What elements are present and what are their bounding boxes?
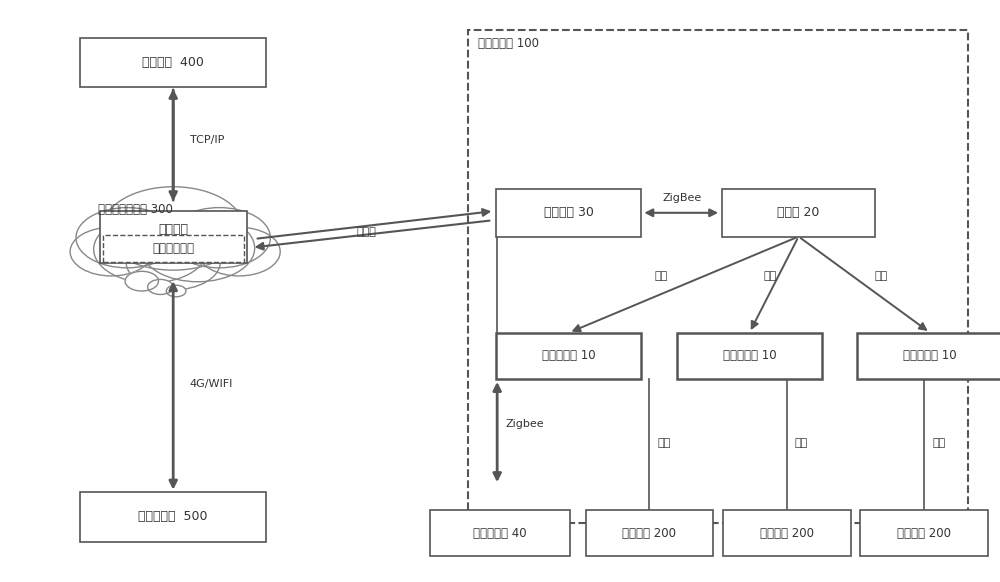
Text: 智能断路器 10: 智能断路器 10 bbox=[903, 349, 957, 363]
Text: 便携式终端  500: 便携式终端 500 bbox=[138, 510, 208, 523]
Circle shape bbox=[141, 215, 255, 282]
FancyBboxPatch shape bbox=[722, 189, 875, 236]
Text: TCP/IP: TCP/IP bbox=[190, 136, 224, 146]
Text: 智能网关 30: 智能网关 30 bbox=[544, 206, 594, 219]
Text: 总线: 总线 bbox=[763, 271, 777, 281]
Text: 供电: 供电 bbox=[932, 438, 945, 448]
Text: 用电负载 200: 用电负载 200 bbox=[622, 527, 676, 540]
Text: 智能断路器 10: 智能断路器 10 bbox=[723, 349, 776, 363]
Text: 供电: 供电 bbox=[657, 438, 670, 448]
Circle shape bbox=[148, 279, 173, 294]
Text: 云服务器: 云服务器 bbox=[158, 222, 188, 236]
FancyBboxPatch shape bbox=[677, 333, 822, 379]
Circle shape bbox=[70, 228, 153, 276]
Circle shape bbox=[103, 187, 244, 270]
FancyBboxPatch shape bbox=[430, 510, 570, 556]
Text: 用电负载 200: 用电负载 200 bbox=[760, 527, 814, 540]
FancyBboxPatch shape bbox=[80, 492, 266, 541]
Text: 主控器 20: 主控器 20 bbox=[777, 206, 820, 219]
FancyBboxPatch shape bbox=[100, 211, 247, 263]
FancyBboxPatch shape bbox=[496, 333, 641, 379]
Text: 用电负载 200: 用电负载 200 bbox=[897, 527, 951, 540]
FancyBboxPatch shape bbox=[80, 38, 266, 87]
FancyBboxPatch shape bbox=[723, 510, 851, 556]
Text: 环境传感器 40: 环境传感器 40 bbox=[473, 527, 527, 540]
Text: 4G/WIFI: 4G/WIFI bbox=[190, 379, 233, 389]
Text: Zigbee: Zigbee bbox=[506, 419, 545, 429]
FancyBboxPatch shape bbox=[860, 510, 988, 556]
Text: 智能配电箱 100: 智能配电箱 100 bbox=[478, 37, 539, 50]
Circle shape bbox=[76, 208, 178, 268]
Circle shape bbox=[125, 271, 158, 291]
Circle shape bbox=[168, 208, 270, 268]
Text: 互联网: 互联网 bbox=[357, 226, 377, 236]
Text: 电脑终端  400: 电脑终端 400 bbox=[142, 56, 204, 69]
Text: 总线: 总线 bbox=[874, 271, 888, 281]
Text: 总线: 总线 bbox=[654, 271, 668, 281]
Text: 云计算控制中心 300: 云计算控制中心 300 bbox=[98, 203, 172, 216]
Text: ZigBee: ZigBee bbox=[662, 193, 701, 203]
FancyBboxPatch shape bbox=[103, 235, 244, 262]
Circle shape bbox=[94, 216, 208, 283]
Text: 供电: 供电 bbox=[795, 438, 808, 448]
Circle shape bbox=[198, 228, 280, 276]
Circle shape bbox=[166, 285, 186, 297]
Text: 节能管理软件: 节能管理软件 bbox=[152, 242, 194, 255]
FancyBboxPatch shape bbox=[857, 333, 1000, 379]
Text: 智能断路器 10: 智能断路器 10 bbox=[542, 349, 596, 363]
FancyBboxPatch shape bbox=[586, 510, 713, 556]
FancyBboxPatch shape bbox=[496, 189, 641, 236]
Circle shape bbox=[126, 234, 220, 290]
